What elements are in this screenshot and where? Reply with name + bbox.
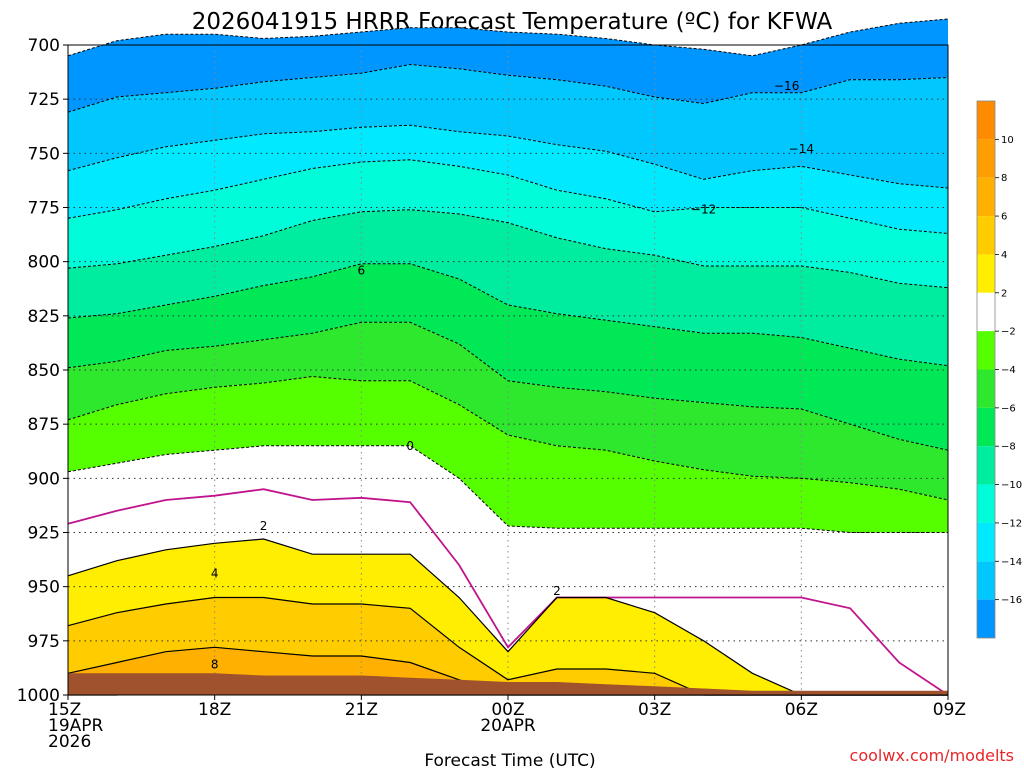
isotherm-line: [67, 445, 948, 533]
x-tick-label: 21Z: [345, 700, 378, 720]
isotherm-line: [67, 159, 949, 234]
isotherm-line: [67, 63, 949, 113]
temperature-band: [68, 64, 948, 188]
y-tick-label: 925: [28, 524, 60, 544]
colorbar-label: −16: [1001, 595, 1022, 606]
colorbar-swatch: [977, 216, 995, 255]
colorbar-label: 10: [1001, 135, 1014, 146]
colorbar-swatch: [977, 177, 995, 217]
contour-label: 8: [211, 658, 219, 672]
colorbar-label: −4: [1001, 365, 1016, 376]
colorbar-label: 6: [1001, 212, 1007, 223]
x-tick-label: 06Z: [785, 700, 818, 720]
colorbar-label: −2: [1001, 327, 1016, 338]
colorbar-swatch: [977, 599, 995, 638]
isotherm-line: [67, 209, 949, 289]
colorbar-swatch: [977, 369, 995, 408]
contour-label: 4: [211, 567, 219, 581]
colorbar-legend: 10 8 6 4 2 −2 −4 −6 −8 −10 −12 −14 −16: [976, 100, 1022, 639]
y-tick-label: 975: [28, 632, 60, 652]
y-tick-label: 700: [28, 36, 60, 56]
x-tick-label: 2026: [48, 732, 91, 752]
axes: 700 725 750 775 800 825 850 875 900 925 950 975 1000…: [17, 36, 966, 752]
colorbar-swatch: [977, 292, 995, 332]
colorbar-label: 8: [1001, 173, 1007, 184]
y-tick-label: 725: [28, 90, 60, 110]
contour-label: 0: [406, 439, 414, 453]
colorbar-label: 4: [1001, 250, 1007, 261]
temperature-band: [68, 322, 948, 500]
chart-title: 2026041915 HRRR Forecast Temperature (ºC…: [192, 9, 833, 35]
temperature-band: [68, 125, 948, 234]
y-tick-label: 900: [28, 469, 60, 489]
temperature-band: [68, 489, 948, 695]
x-tick-label: 18Z: [198, 700, 231, 720]
x-axis-label: Forecast Time (UTC): [424, 751, 595, 768]
contour-label: −12: [691, 203, 716, 217]
colorbar-swatch: [977, 484, 995, 523]
temperature-band: [68, 445, 948, 695]
x-tick-label: 15Z: [48, 700, 81, 720]
colorbar-swatch: [977, 139, 995, 178]
contour-label: 2: [553, 584, 561, 598]
y-tick-label: 875: [28, 415, 60, 435]
isotherm-line: [67, 124, 949, 189]
x-tick-label: 20APR: [480, 716, 536, 736]
x-tick-label: 00Z: [491, 700, 524, 720]
colorbar-swatch: [977, 331, 995, 370]
colorbar-label: 2: [1001, 288, 1007, 299]
colorbar-label: −12: [1001, 518, 1022, 529]
ground-surface: [68, 673, 948, 695]
y-tick-label: 825: [28, 307, 60, 327]
isotherm-line: [67, 375, 949, 501]
y-tick-label: 750: [28, 144, 60, 164]
colorbar-swatch: [977, 522, 995, 562]
y-tick-label: 775: [28, 199, 60, 219]
x-tick-label: 19APR: [48, 716, 104, 736]
colorbar-label: −8: [1001, 442, 1016, 453]
isotherm-line: [67, 488, 949, 696]
colorbar-swatch: [977, 101, 995, 140]
isotherm-line: [67, 321, 949, 451]
contour-label: −16: [774, 79, 799, 93]
contour-label: 6: [358, 263, 366, 277]
colorbar-swatch: [977, 561, 995, 600]
temperature-band: [68, 539, 948, 695]
colorbar-label: −6: [1001, 403, 1016, 414]
y-tick-label: 1000: [17, 686, 60, 706]
contour-label: 2: [260, 519, 268, 533]
temperature-band: [68, 19, 948, 113]
y-tick-label: 850: [28, 361, 60, 381]
temperature-band: [68, 376, 948, 533]
temperature-band: [68, 597, 948, 695]
plot-area: −16 −14 −12 6 0 2 4 2 8: [67, 18, 949, 696]
colorbar-label: −10: [1001, 480, 1022, 491]
x-tick-label: 03Z: [638, 700, 671, 720]
colorbar-swatch: [977, 446, 995, 485]
y-tick-label: 800: [28, 253, 60, 273]
contour-label: −14: [789, 142, 814, 156]
x-tick-label: 09Z: [933, 700, 966, 720]
colorbar-swatch: [977, 407, 995, 447]
colorbar-label: −14: [1001, 557, 1022, 568]
colorbar-swatch: [977, 254, 995, 293]
y-tick-label: 950: [28, 578, 60, 598]
temperature-band: [68, 159, 948, 288]
credit-text: coolwx.com/modelts: [850, 746, 1014, 765]
temperature-band: [68, 263, 948, 451]
